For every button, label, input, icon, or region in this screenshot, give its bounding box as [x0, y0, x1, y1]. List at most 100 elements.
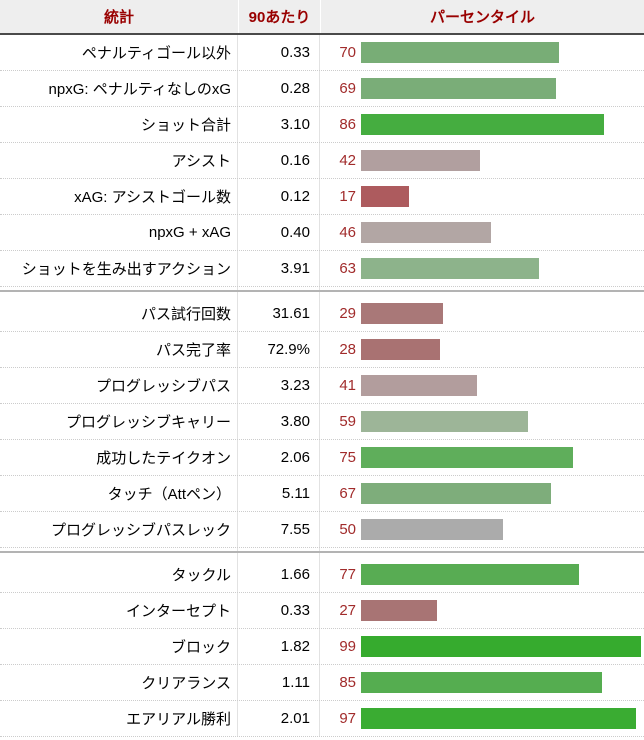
- percentile-value: 85: [339, 674, 356, 691]
- stat-label: クリアランス: [141, 675, 231, 692]
- stat-label: プログレッシブキャリー: [65, 414, 231, 431]
- percentile-value: 27: [339, 602, 356, 619]
- percentile-value: 77: [339, 566, 356, 583]
- percentile-bar-track: [361, 222, 644, 243]
- percentile-cell: 50: [320, 512, 644, 547]
- table-row: プログレッシブパス 3.23 41: [0, 368, 644, 404]
- header-percentile-column: パーセンタイル: [320, 0, 644, 33]
- table-row: xAG: アシストゴール数 0.12 17: [0, 179, 644, 215]
- stat-label: タックル: [171, 567, 231, 584]
- header-per90-column: 90あたり: [238, 0, 320, 33]
- percentile-cell: 17: [320, 179, 644, 214]
- stat-label: ショットを生み出すアクション: [21, 261, 231, 278]
- percentile-value: 41: [339, 377, 356, 394]
- percentile-value: 59: [339, 413, 356, 430]
- percentile-value: 99: [339, 638, 356, 655]
- percentile-cell: 27: [320, 593, 644, 628]
- percentile-bar-track: [361, 564, 644, 585]
- stat-label: インターセプト: [125, 603, 231, 620]
- percentile-bar: [361, 483, 551, 504]
- stat-label: パス試行回数: [140, 306, 231, 323]
- per90-value: 0.28: [280, 80, 310, 97]
- percentile-cell: 85: [320, 665, 644, 700]
- per90-value: 1.11: [281, 674, 310, 691]
- table-body: ペナルティゴール以外 0.33 70 npxG: ペナルティなしのxG 0.28 69 ショ…: [0, 35, 644, 737]
- percentile-bar: [361, 600, 438, 621]
- stat-label: アシスト: [171, 153, 231, 170]
- table-row: クリアランス 1.11 85: [0, 665, 644, 701]
- percentile-cell: 99: [320, 629, 644, 664]
- table-row: ペナルティゴール以外 0.33 70: [0, 35, 644, 71]
- table-row: タッチ（Attペン） 5.11 67: [0, 476, 644, 512]
- table-row: npxG: ペナルティなしのxG 0.28 69: [0, 71, 644, 107]
- percentile-value: 50: [339, 521, 356, 538]
- percentile-bar-track: [361, 303, 644, 324]
- stat-label: xAG: アシストゴール数: [74, 189, 231, 206]
- per90-value: 1.82: [280, 638, 310, 655]
- per90-value: 0.12: [280, 188, 310, 205]
- percentile-cell: 86: [320, 107, 644, 142]
- percentile-bar-track: [361, 483, 644, 504]
- stat-label: プログレッシブパスレック: [50, 522, 231, 539]
- percentile-cell: 69: [320, 71, 644, 106]
- percentile-bar: [361, 186, 410, 207]
- percentile-value: 46: [339, 224, 356, 241]
- percentile-bar: [361, 78, 557, 99]
- percentile-bar: [361, 672, 602, 693]
- percentile-cell: 28: [320, 332, 644, 367]
- percentile-bar: [361, 303, 444, 324]
- percentile-bar: [361, 411, 528, 432]
- per90-value: 3.80: [280, 413, 310, 430]
- percentile-bar-track: [361, 447, 644, 468]
- stat-label: ペナルティゴール以外: [81, 45, 231, 62]
- percentile-bar-track: [361, 186, 644, 207]
- table-row: npxG + xAG 0.40 46: [0, 215, 644, 251]
- stat-label: エアリアル勝利: [126, 711, 231, 728]
- percentile-cell: 75: [320, 440, 644, 475]
- percentile-value: 86: [339, 116, 356, 133]
- per90-value: 1.66: [280, 566, 310, 583]
- percentile-value: 75: [339, 449, 356, 466]
- percentile-bar-track: [361, 636, 644, 657]
- percentile-bar: [361, 519, 503, 540]
- percentile-bar-track: [361, 150, 644, 171]
- percentile-value: 70: [339, 44, 356, 61]
- percentile-bar: [361, 42, 560, 63]
- percentile-bar-track: [361, 708, 644, 729]
- percentile-cell: 97: [320, 701, 644, 736]
- stat-label: ブロック: [170, 639, 231, 656]
- percentile-cell: 42: [320, 143, 644, 178]
- percentile-bar: [361, 339, 441, 360]
- percentile-bar-track: [361, 519, 644, 540]
- percentile-bar-track: [361, 375, 644, 396]
- percentile-bar-track: [361, 114, 644, 135]
- percentile-cell: 46: [320, 215, 644, 250]
- percentile-bar-track: [361, 411, 644, 432]
- per90-value: 31.61: [272, 305, 310, 322]
- percentile-value: 97: [339, 710, 356, 727]
- table-row: エアリアル勝利 2.01 97: [0, 701, 644, 737]
- percentile-cell: 29: [320, 296, 644, 331]
- table-row: パス完了率 72.9% 28: [0, 332, 644, 368]
- percentile-bar: [361, 114, 605, 135]
- percentile-bar: [361, 258, 540, 279]
- percentile-bar: [361, 708, 636, 729]
- percentile-cell: 59: [320, 404, 644, 439]
- percentile-value: 67: [339, 485, 356, 502]
- stat-label: タッチ（Attペン）: [107, 486, 231, 503]
- stat-label: パス完了率: [155, 342, 231, 359]
- per90-value: 7.55: [280, 521, 310, 538]
- table-row: ショットを生み出すアクション 3.91 63: [0, 251, 644, 287]
- per90-value: 0.16: [280, 152, 310, 169]
- stat-label: プログレッシブパス: [95, 378, 231, 395]
- per90-value: 3.23: [280, 377, 310, 394]
- percentile-value: 69: [339, 80, 356, 97]
- percentile-bar-track: [361, 42, 644, 63]
- table-row: パス試行回数 31.61 29: [0, 296, 644, 332]
- percentile-value: 42: [339, 152, 356, 169]
- per90-value: 0.40: [280, 224, 310, 241]
- table-row: ブロック 1.82 99: [0, 629, 644, 665]
- per90-value: 0.33: [280, 602, 310, 619]
- per90-value: 3.91: [280, 260, 310, 277]
